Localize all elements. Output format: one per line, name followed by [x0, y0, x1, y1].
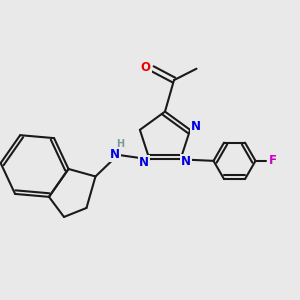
Text: N: N: [190, 120, 200, 133]
Text: H: H: [116, 140, 124, 149]
Text: N: N: [139, 156, 149, 169]
Text: F: F: [268, 154, 277, 167]
Text: O: O: [141, 61, 151, 74]
Text: N: N: [110, 148, 120, 161]
Text: N: N: [181, 155, 191, 168]
